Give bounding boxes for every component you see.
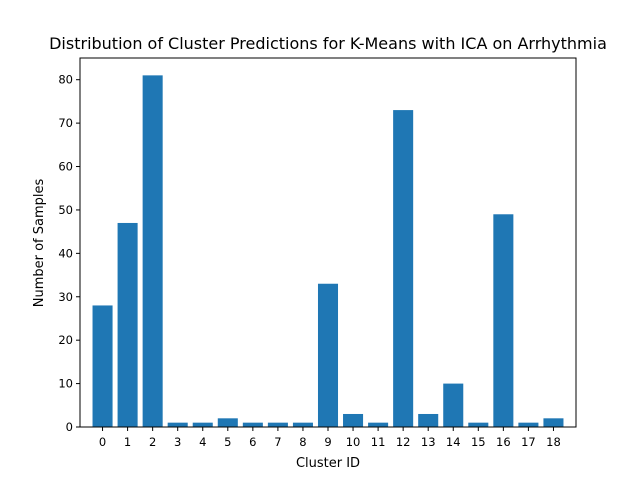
y-axis-label: Number of Samples [32, 179, 47, 308]
x-tick-label: 12 [396, 435, 411, 449]
bar-cluster-17 [518, 422, 539, 427]
bar-cluster-6 [242, 422, 263, 427]
x-tick-label: 11 [371, 435, 386, 449]
x-tick-label: 6 [249, 435, 256, 449]
x-tick-label: 3 [174, 435, 181, 449]
y-tick-label: 10 [58, 377, 73, 391]
y-tick-label: 20 [58, 333, 73, 347]
x-tick-label: 13 [421, 435, 436, 449]
bar-cluster-4 [192, 422, 213, 427]
bar-cluster-0 [92, 305, 113, 427]
y-tick-label: 40 [58, 246, 73, 260]
x-tick-label: 9 [324, 435, 331, 449]
bar-cluster-16 [493, 214, 514, 427]
x-axis: 0 1 2 3 4 5 6 7 8 9 10 11 12 13 14 15 16 17 18 [99, 427, 561, 449]
bar-cluster-8 [292, 422, 313, 427]
x-tick-label: 18 [546, 435, 561, 449]
plot-area-frame [79, 57, 577, 428]
bar-cluster-12 [393, 110, 414, 427]
x-tick-label: 1 [124, 435, 131, 449]
x-tick-label: 5 [224, 435, 231, 449]
chart-title: Distribution of Cluster Predictions for … [49, 34, 607, 53]
y-tick-label: 70 [58, 116, 73, 130]
y-tick-label: 0 [66, 420, 73, 434]
y-tick-label: 60 [58, 160, 73, 174]
x-axis-label: Cluster ID [296, 456, 360, 471]
bar-cluster-18 [543, 418, 564, 427]
bar-cluster-11 [368, 422, 389, 427]
x-tick-label: 17 [521, 435, 536, 449]
x-tick-label: 10 [346, 435, 361, 449]
x-tick-label: 7 [274, 435, 281, 449]
x-tick-label: 15 [471, 435, 486, 449]
bar-cluster-9 [317, 283, 339, 427]
bars-layer [92, 75, 564, 428]
bar-cluster-10 [343, 413, 364, 427]
bar-cluster-7 [267, 422, 288, 427]
bar-cluster-3 [167, 422, 188, 427]
bar-cluster-13 [418, 413, 439, 427]
bar-cluster-14 [443, 383, 464, 427]
x-tick-label: 4 [199, 435, 206, 449]
y-tick-label: 80 [58, 73, 73, 87]
x-tick-label: 8 [299, 435, 306, 449]
x-tick-label: 14 [446, 435, 461, 449]
x-tick-label: 0 [99, 435, 106, 449]
x-tick-label: 2 [149, 435, 156, 449]
bar-cluster-1 [117, 222, 138, 427]
bar-cluster-2 [142, 75, 163, 428]
bar-cluster-5 [217, 418, 238, 427]
bar-cluster-15 [468, 422, 489, 427]
x-tick-label: 16 [496, 435, 511, 449]
y-tick-label: 50 [58, 203, 73, 217]
y-axis: 0 10 20 30 40 50 60 70 80 [58, 73, 80, 434]
y-tick-label: 30 [58, 290, 73, 304]
